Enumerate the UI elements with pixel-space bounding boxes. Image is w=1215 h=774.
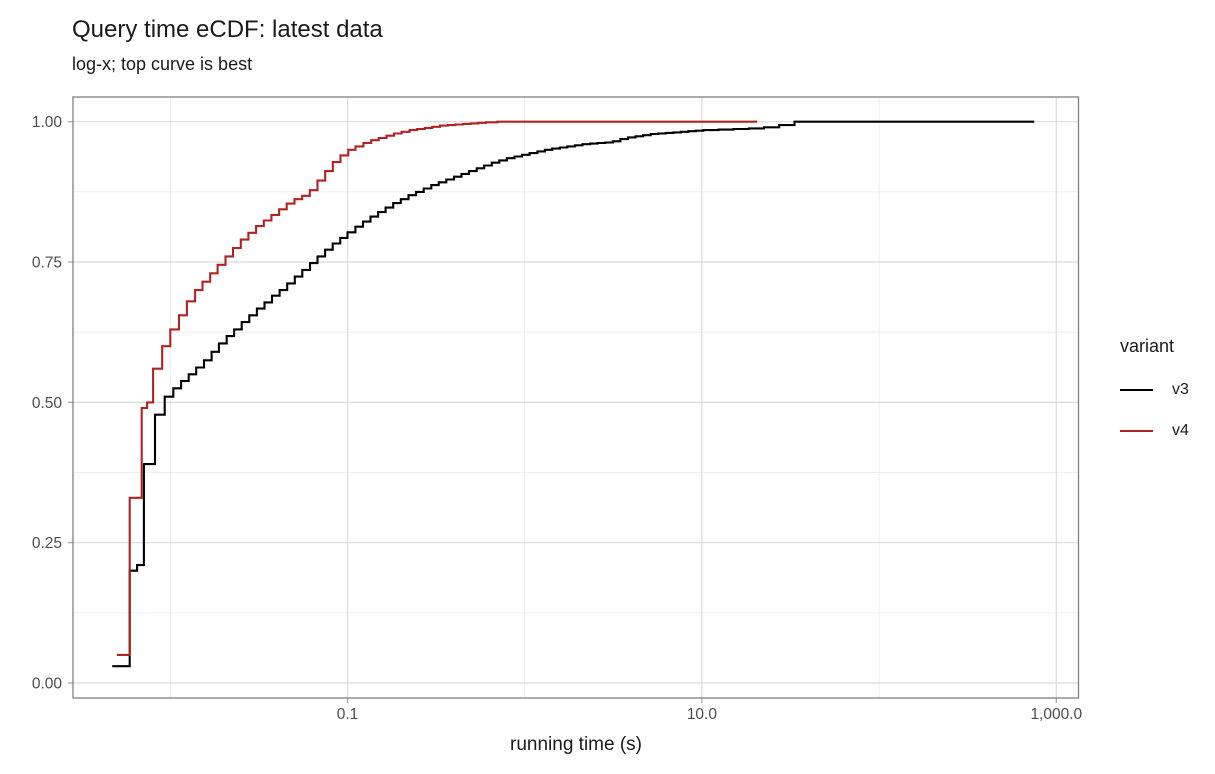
ecdf-curve-v4 (117, 120, 758, 656)
chart-title: Query time eCDF: latest data (72, 16, 383, 43)
x-axis-title: running time (s) (510, 734, 642, 755)
y-tick-label: 0.75 (32, 255, 62, 272)
legend-key-line-v4 (1120, 430, 1153, 432)
x-tick-label: 10.0 (687, 706, 718, 723)
x-tick-label: 1,000.0 (1030, 706, 1082, 723)
ecdf-curve-v3 (112, 120, 1035, 668)
x-tick-label: 0.1 (337, 706, 359, 723)
legend-label-v3: v3 (1172, 381, 1189, 398)
legend-item-v4: v4 (1120, 419, 1189, 443)
legend-key-line-v3 (1120, 389, 1153, 391)
legend-title: variant (1120, 336, 1175, 356)
legend: variant v3 v4 (1120, 336, 1189, 460)
y-tick-label: 1.00 (32, 114, 63, 131)
chart-subtitle: log-x; top curve is best (72, 54, 253, 74)
y-tick-label: 0.50 (32, 395, 63, 412)
legend-item-v3: v3 (1120, 378, 1189, 402)
y-tick-label: 0.25 (32, 535, 62, 552)
panel-background (73, 97, 1079, 698)
panel-border (72, 96, 1080, 699)
legend-label-v4: v4 (1172, 422, 1189, 439)
y-tick-label: 0.00 (32, 676, 63, 693)
